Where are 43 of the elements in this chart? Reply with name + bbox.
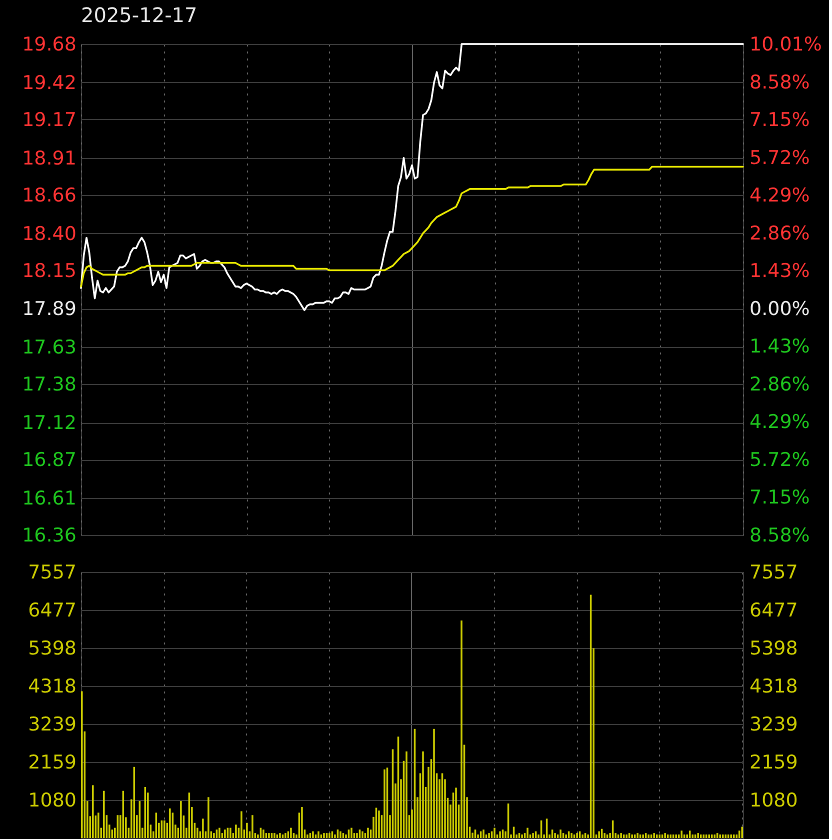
y2-tick-label: 6477 xyxy=(750,600,798,622)
y2-tick-label: 2159 xyxy=(750,752,798,774)
y2-tick-label: 3239 xyxy=(750,713,798,736)
y-tick-label: 18.66 xyxy=(22,184,76,206)
y-tick-label: 5398 xyxy=(28,637,76,660)
y2-tick-label: 10.01% xyxy=(750,34,822,56)
y2-tick-label: 4.29% xyxy=(750,184,810,207)
y-tick-label: 7557 xyxy=(28,562,76,584)
y-tick-label: 19.42 xyxy=(22,72,76,94)
y2-tick-label: 1.43% xyxy=(750,336,810,358)
chart-title: 2025-12-17 xyxy=(81,3,198,27)
y2-tick-label: 5398 xyxy=(750,637,798,660)
y-tick-label: 17.12 xyxy=(22,412,76,434)
y2-tick-label: 4318 xyxy=(750,676,798,698)
y2-tick-label: 8.58% xyxy=(750,71,810,94)
y-tick-label: 4318 xyxy=(28,676,76,698)
y2-tick-label: 7.15% xyxy=(750,486,810,509)
y-tick-label: 1080 xyxy=(28,789,76,812)
y-tick-label: 18.40 xyxy=(22,222,76,245)
y2-tick-label: 2.86% xyxy=(750,373,810,396)
y2-tick-label: 1.43% xyxy=(750,260,810,282)
y2-tick-label: 7.15% xyxy=(750,109,810,132)
y-tick-label: 16.36 xyxy=(22,524,76,546)
y2-tick-label: 5.72% xyxy=(750,146,810,169)
y-tick-label: 18.91 xyxy=(22,147,76,170)
y2-tick-label: 4.29% xyxy=(750,411,810,434)
y2-tick-label: 7557 xyxy=(750,562,798,584)
y2-tick-label: 2.86% xyxy=(750,222,810,244)
y-tick-label: 17.63 xyxy=(22,336,76,359)
y2-tick-label: 5.72% xyxy=(750,448,810,471)
y2-tick-label: 0.00% xyxy=(750,298,810,320)
y-tick-label: 17.38 xyxy=(22,374,76,396)
y-tick-label: 3239 xyxy=(28,713,76,736)
y-tick-label: 16.61 xyxy=(22,488,76,510)
y-tick-label: 2159 xyxy=(28,752,76,774)
y-tick-label: 17.89 xyxy=(22,298,76,320)
y-tick-label: 16.87 xyxy=(22,449,76,472)
y-tick-label: 6477 xyxy=(28,600,76,622)
y2-tick-label: 1080 xyxy=(750,789,798,812)
y2-tick-label: 8.58% xyxy=(750,524,810,546)
y-tick-label: 19.68 xyxy=(22,34,76,56)
y-tick-label: 19.17 xyxy=(22,108,76,131)
y-tick-label: 18.15 xyxy=(22,260,76,282)
